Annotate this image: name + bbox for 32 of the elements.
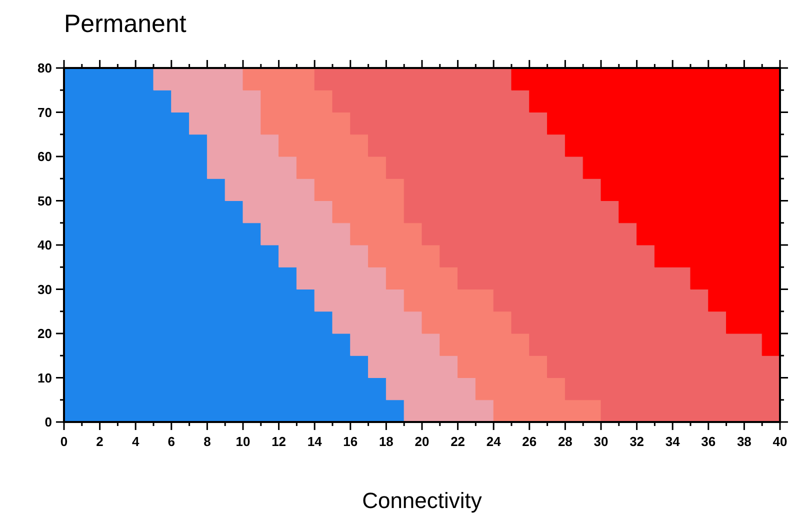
chart-title: Permanent — [64, 10, 186, 38]
x-tick-label: 10 — [236, 434, 250, 449]
y-tick-label: 70 — [38, 104, 52, 120]
x-tick-label: 20 — [414, 434, 430, 449]
x-tick-label: 6 — [168, 434, 176, 449]
x-tick-label: 28 — [558, 434, 572, 449]
y-tick-label: 10 — [38, 370, 52, 386]
x-tick-label: 4 — [132, 434, 140, 449]
x-tick-label: 14 — [307, 434, 323, 449]
x-tick-label: 2 — [96, 434, 104, 449]
x-tick-label: 26 — [522, 434, 537, 449]
x-tick-label: 18 — [378, 434, 394, 449]
x-tick-label: 30 — [594, 434, 608, 449]
y-tick-label: 0 — [44, 414, 52, 430]
x-tick-label: 16 — [343, 434, 358, 449]
y-tick-label: 30 — [38, 282, 52, 297]
x-tick-label: 0 — [60, 434, 68, 449]
x-tick-label: 24 — [486, 434, 502, 449]
y-tick-label: 50 — [38, 193, 52, 208]
x-tick-label: 22 — [450, 434, 466, 449]
x-tick-label: 36 — [701, 434, 716, 449]
y-tick-label: 80 — [38, 60, 52, 76]
y-tick-label: 20 — [38, 326, 52, 342]
y-tick-label: 40 — [38, 238, 52, 253]
x-tick-label: 34 — [665, 434, 681, 449]
x-tick-label: 12 — [272, 434, 286, 449]
x-tick-label: 32 — [630, 434, 644, 449]
y-tick-label: 60 — [38, 149, 52, 164]
x-tick-label: 8 — [204, 434, 211, 449]
x-axis-title: Connectivity — [362, 488, 482, 513]
x-tick-label: 38 — [736, 434, 752, 449]
x-tick-label: 40 — [772, 434, 788, 449]
